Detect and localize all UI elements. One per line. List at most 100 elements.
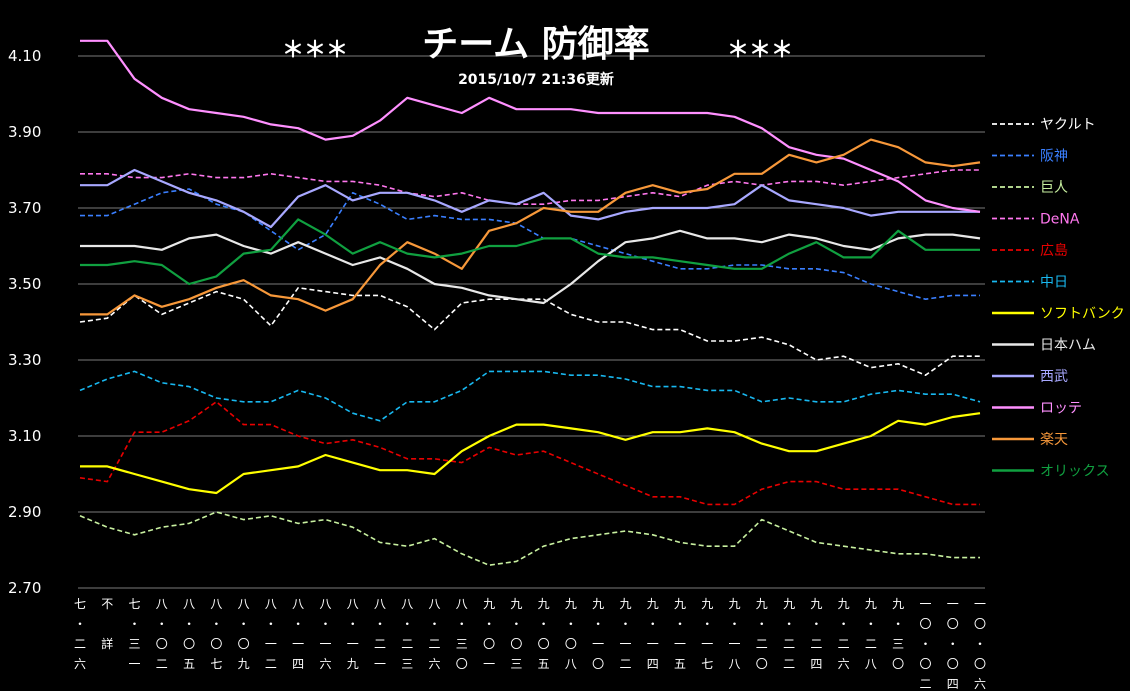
x-tick-label: 一 bbox=[919, 597, 931, 611]
x-tick-label: ・ bbox=[838, 617, 850, 631]
x-tick-label: ・ bbox=[919, 637, 931, 651]
x-tick-label: 不 bbox=[101, 597, 113, 611]
x-tick-label: ・ bbox=[156, 617, 168, 631]
x-tick-label: 一 bbox=[483, 657, 495, 671]
x-tick-label: 八 bbox=[319, 597, 331, 611]
x-tick-label: 九 bbox=[592, 597, 604, 611]
x-tick-label: ・ bbox=[756, 617, 768, 631]
x-tick-label: 六 bbox=[74, 657, 86, 671]
x-tick-label: 九 bbox=[565, 597, 577, 611]
x-tick-label: 九 bbox=[483, 597, 495, 611]
y-tick-label: 4.10 bbox=[8, 47, 41, 65]
y-tick-label: 3.30 bbox=[8, 351, 41, 369]
x-tick-label: 〇 bbox=[210, 637, 222, 651]
x-tick-label: 四 bbox=[292, 657, 304, 671]
x-tick-label: 〇 bbox=[947, 617, 959, 631]
x-tick-label: 〇 bbox=[510, 637, 522, 651]
x-tick-label: ・ bbox=[647, 617, 659, 631]
x-tick-label: ・ bbox=[974, 637, 986, 651]
x-tick-label: 一 bbox=[701, 637, 713, 651]
x-tick-label: 九 bbox=[865, 597, 877, 611]
x-tick-label: 七 bbox=[74, 597, 86, 611]
x-tick-label: 詳 bbox=[101, 636, 113, 651]
y-tick-label: 3.50 bbox=[8, 275, 41, 293]
title-stars-right: ＊＊＊ bbox=[727, 38, 793, 63]
x-tick-label: 九 bbox=[538, 597, 550, 611]
legend-label: ヤクルト bbox=[1040, 117, 1096, 133]
x-tick-label: 〇 bbox=[947, 657, 959, 671]
x-tick-label: 〇 bbox=[238, 637, 250, 651]
x-axis-ticks: 七・二六不詳七・三一八・〇二八・〇五八・〇七八・〇九八・一二八・一四八・一六八・… bbox=[74, 597, 986, 691]
series-line bbox=[80, 168, 980, 229]
x-tick-label: 八 bbox=[456, 597, 468, 611]
x-tick-label: 九 bbox=[647, 597, 659, 611]
x-tick-label: 二 bbox=[865, 637, 877, 651]
x-tick-label: ・ bbox=[865, 617, 877, 631]
legend-label: 日本ハム bbox=[1040, 338, 1096, 354]
x-tick-label: 一 bbox=[947, 597, 959, 611]
x-tick-label: ・ bbox=[619, 617, 631, 631]
x-tick-label: 一 bbox=[265, 637, 277, 651]
y-axis-ticks: 2.70 2.90 3.10 3.30 3.50 3.70 3.90 4.10 bbox=[8, 47, 41, 597]
series-line bbox=[80, 138, 981, 316]
x-tick-label: 八 bbox=[429, 597, 441, 611]
x-tick-label: 八 bbox=[374, 597, 386, 611]
x-tick-label: 九 bbox=[838, 597, 850, 611]
x-tick-label: 八 bbox=[210, 597, 222, 611]
x-tick-label: 二 bbox=[783, 657, 795, 671]
legend-label: 楽天 bbox=[1040, 432, 1068, 448]
x-tick-label: 八 bbox=[401, 597, 413, 611]
x-tick-label: ・ bbox=[565, 617, 577, 631]
x-tick-label: 八 bbox=[183, 597, 195, 611]
x-tick-label: 一 bbox=[592, 637, 604, 651]
x-tick-label: 八 bbox=[292, 597, 304, 611]
x-tick-label: ・ bbox=[183, 617, 195, 631]
x-tick-label: 一 bbox=[647, 637, 659, 651]
legend-label: 中日 bbox=[1040, 275, 1068, 291]
x-tick-label: 九 bbox=[347, 657, 359, 671]
x-tick-label: 八 bbox=[729, 657, 741, 671]
x-tick-label: 三 bbox=[892, 637, 904, 651]
x-tick-label: 七 bbox=[210, 657, 222, 671]
x-tick-label: ・ bbox=[456, 617, 468, 631]
legend-label: ソフトバンク bbox=[1040, 306, 1125, 322]
x-tick-label: 九 bbox=[810, 597, 822, 611]
x-tick-label: 八 bbox=[865, 657, 877, 671]
legend-label: オリックス bbox=[1040, 464, 1110, 480]
x-tick-label: 〇 bbox=[919, 617, 931, 631]
series-line bbox=[79, 511, 980, 567]
series-line bbox=[80, 229, 981, 305]
legend-label: 西武 bbox=[1040, 369, 1068, 385]
x-tick-label: 〇 bbox=[483, 637, 495, 651]
series-line bbox=[79, 286, 980, 377]
legend-label: 阪神 bbox=[1040, 149, 1068, 165]
x-tick-label: 九 bbox=[701, 597, 713, 611]
x-tick-label: 八 bbox=[238, 597, 250, 611]
series-line bbox=[80, 188, 980, 301]
x-tick-label: ・ bbox=[892, 617, 904, 631]
x-tick-label: 〇 bbox=[456, 657, 468, 671]
x-tick-label: ・ bbox=[947, 637, 959, 651]
x-tick-label: 六 bbox=[429, 657, 441, 671]
x-tick-label: 九 bbox=[674, 597, 686, 611]
series-lines bbox=[79, 39, 981, 567]
x-tick-label: ・ bbox=[210, 617, 222, 631]
x-tick-label: 〇 bbox=[974, 657, 986, 671]
x-tick-label: 〇 bbox=[538, 637, 550, 651]
x-tick-label: 〇 bbox=[892, 657, 904, 671]
x-tick-label: 二 bbox=[429, 637, 441, 651]
x-tick-label: 五 bbox=[674, 657, 686, 671]
x-tick-label: 一 bbox=[974, 597, 986, 611]
x-tick-label: 二 bbox=[919, 677, 931, 691]
x-tick-label: 六 bbox=[974, 677, 986, 691]
x-tick-label: ・ bbox=[783, 617, 795, 631]
x-tick-label: 七 bbox=[701, 657, 713, 671]
chart-subtitle: 2015/10/7 21:36更新 bbox=[458, 71, 614, 88]
x-tick-label: 二 bbox=[374, 637, 386, 651]
x-tick-label: ・ bbox=[510, 617, 522, 631]
x-tick-label: 三 bbox=[401, 657, 413, 671]
y-tick-label: 3.90 bbox=[8, 123, 41, 141]
